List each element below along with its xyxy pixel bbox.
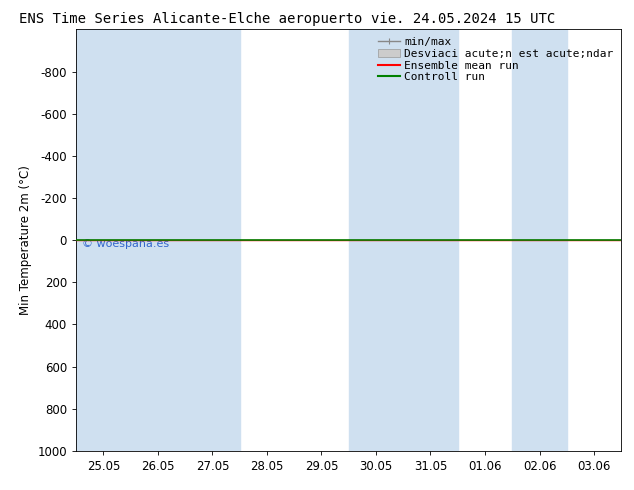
Legend: min/max, Desviaci acute;n est acute;ndar, Ensemble mean run, Controll run: min/max, Desviaci acute;n est acute;ndar… [375, 35, 616, 84]
Bar [403, 29, 458, 451]
Bar [76, 29, 131, 451]
Text: ENS Time Series Alicante-Elche aeropuerto: ENS Time Series Alicante-Elche aeropuert… [18, 12, 362, 26]
Y-axis label: Min Temperature 2m (°C): Min Temperature 2m (°C) [19, 165, 32, 315]
Text: vie. 24.05.2024 15 UTC: vie. 24.05.2024 15 UTC [371, 12, 555, 26]
Bar [131, 29, 185, 451]
Text: © woespana.es: © woespana.es [82, 239, 169, 249]
Bar [349, 29, 403, 451]
Bar [512, 29, 567, 451]
Bar [185, 29, 240, 451]
